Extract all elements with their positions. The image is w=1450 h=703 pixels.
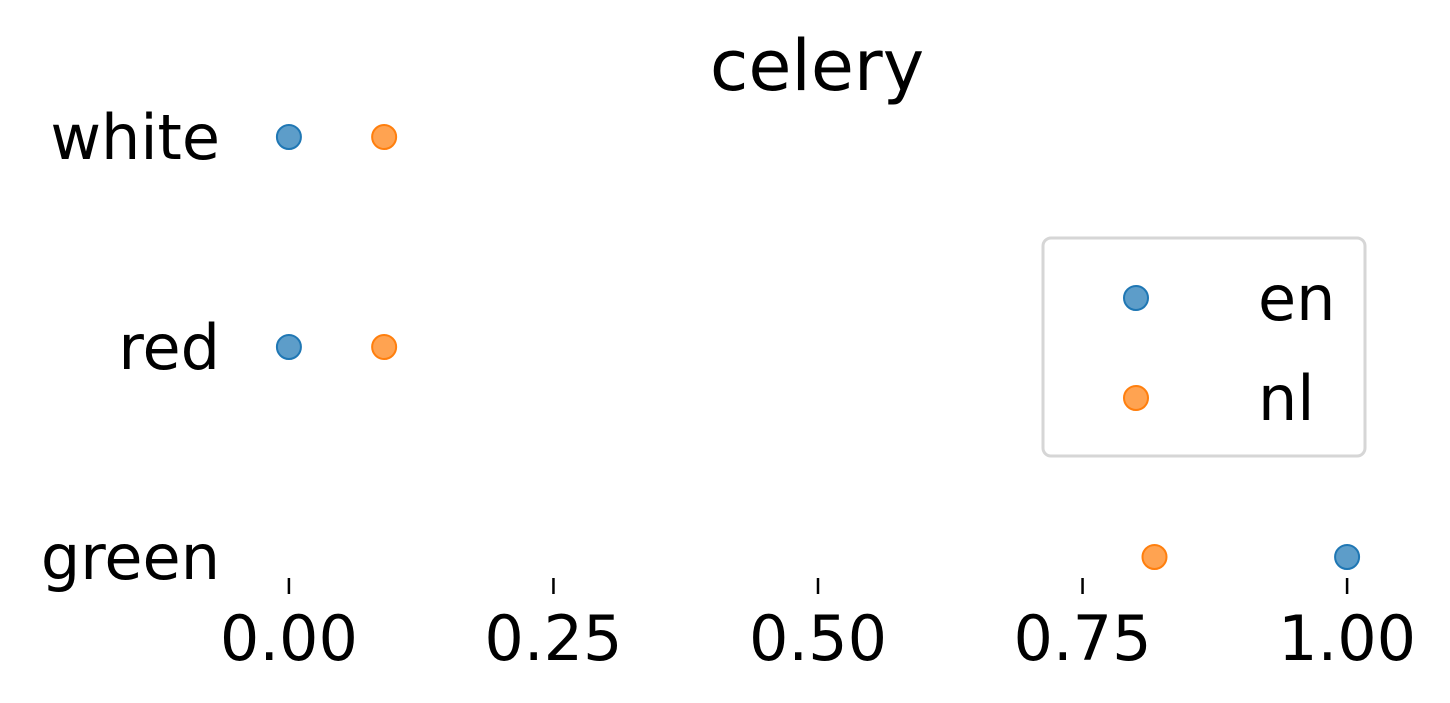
x-tick-label: 0.00 bbox=[220, 602, 358, 675]
legend-marker-en bbox=[1123, 285, 1149, 311]
legend-label-nl: nl bbox=[1258, 362, 1315, 435]
point-nl-green bbox=[1141, 544, 1168, 570]
legend: en nl bbox=[1041, 236, 1367, 458]
point-en-green bbox=[1334, 544, 1361, 570]
x-tick-label: 0.75 bbox=[1014, 602, 1152, 675]
x-tick-label: 0.50 bbox=[749, 602, 887, 675]
x-axis: 0.00 0.25 0.50 0.75 1.00 bbox=[220, 578, 1416, 675]
point-en-white bbox=[275, 124, 302, 150]
category-label-red: red bbox=[118, 311, 220, 384]
legend-label-en: en bbox=[1258, 262, 1335, 335]
point-nl-white bbox=[371, 124, 398, 150]
x-tick-label: 1.00 bbox=[1278, 602, 1416, 675]
category-label-white: white bbox=[50, 101, 220, 174]
legend-marker-nl bbox=[1123, 385, 1149, 411]
x-tick-label: 0.25 bbox=[484, 602, 622, 675]
category-labels: white red green bbox=[41, 101, 220, 594]
chart-title: celery bbox=[710, 25, 924, 107]
point-en-red bbox=[275, 334, 302, 360]
data-points bbox=[275, 124, 1361, 570]
point-nl-red bbox=[371, 334, 398, 360]
category-label-green: green bbox=[41, 521, 220, 594]
